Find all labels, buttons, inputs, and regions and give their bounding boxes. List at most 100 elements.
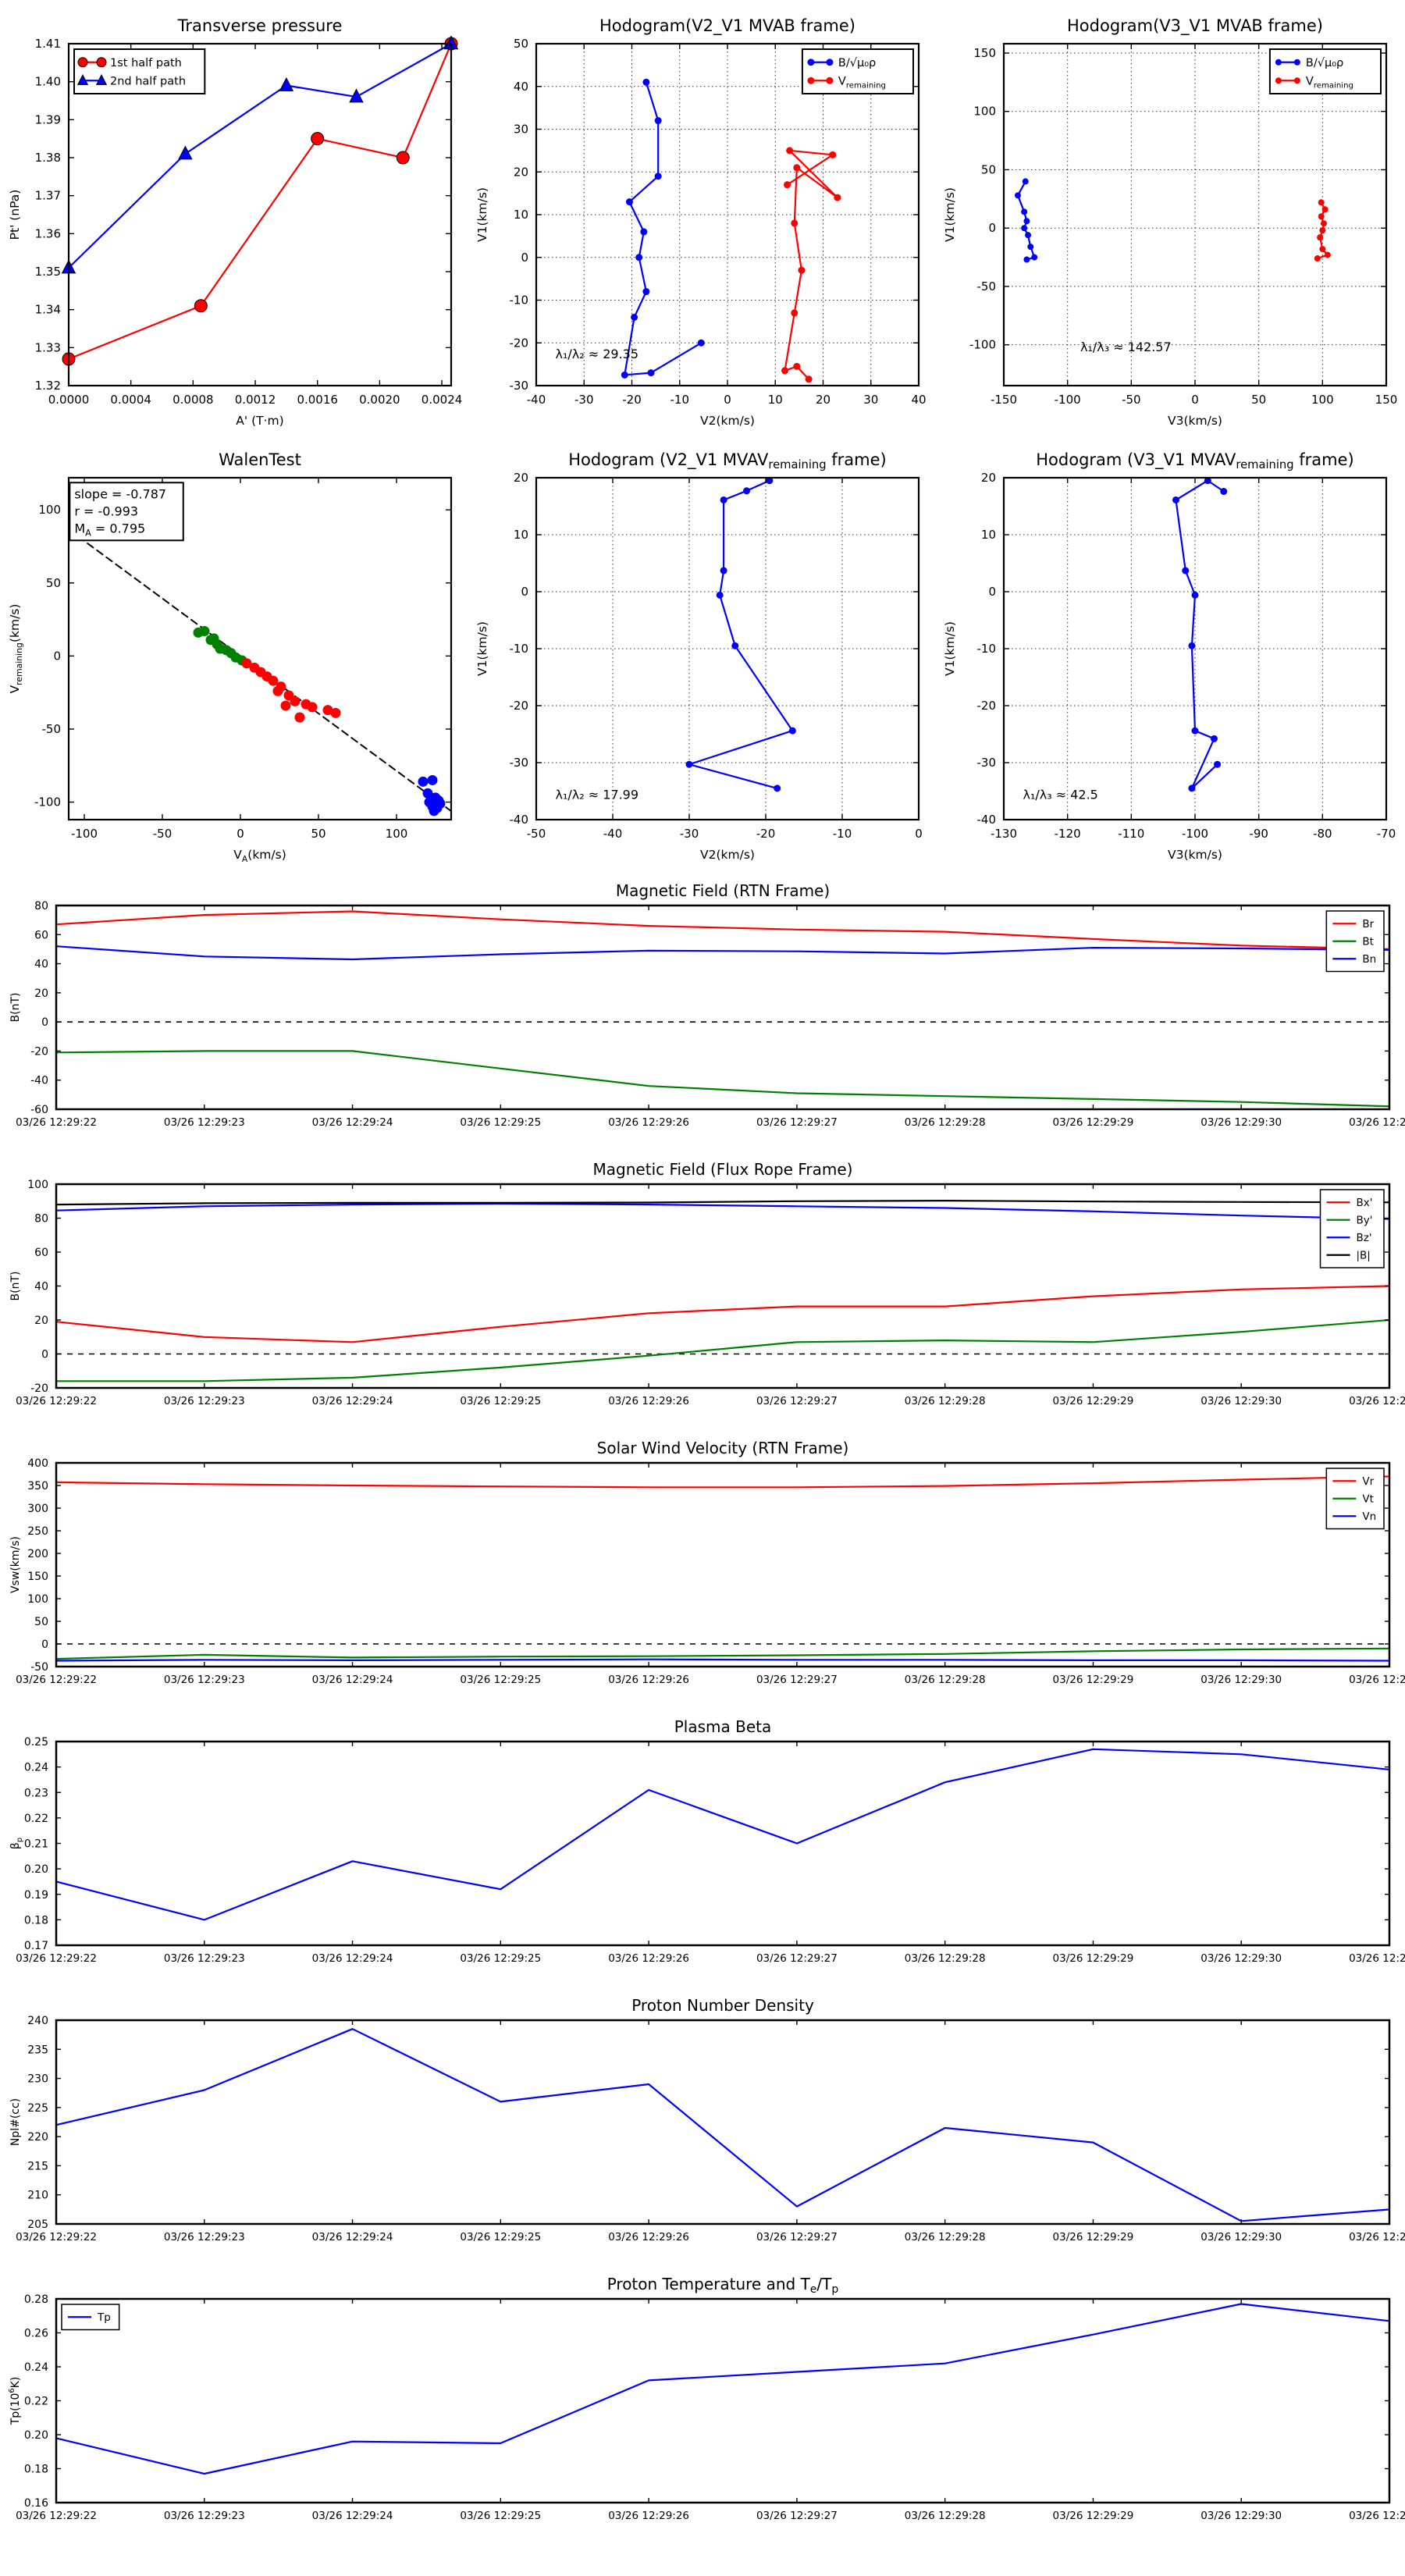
svg-text:-40: -40 xyxy=(510,813,529,827)
svg-text:03/26 12:29:30: 03/26 12:29:30 xyxy=(1200,2231,1282,2243)
svg-text:βp: βp xyxy=(9,1838,24,1849)
svg-text:03/26 12:29:27: 03/26 12:29:27 xyxy=(756,2231,838,2243)
svg-text:03/26 12:29:27: 03/26 12:29:27 xyxy=(756,2510,838,2522)
svg-text:20: 20 xyxy=(514,471,528,485)
svg-text:-90: -90 xyxy=(1249,827,1268,841)
svg-text:230: 230 xyxy=(27,2073,48,2086)
svg-text:235: 235 xyxy=(27,2044,48,2056)
svg-text:0.20: 0.20 xyxy=(24,1863,48,1876)
svg-text:Magnetic Field (RTN Frame): Magnetic Field (RTN Frame) xyxy=(616,881,830,900)
svg-text:B(nT): B(nT) xyxy=(9,1272,22,1301)
chart-plasma-beta: 03/26 12:29:22 03/26 12:29:23 03/26 12:29:… xyxy=(3,1710,1405,1983)
svg-text:-20: -20 xyxy=(30,1382,48,1395)
svg-text:Vsw(km/s): Vsw(km/s) xyxy=(9,1536,22,1593)
svg-text:03/26 12:29:24: 03/26 12:29:24 xyxy=(312,1952,393,1965)
svg-text:03/26 12:29:28: 03/26 12:29:28 xyxy=(905,2231,986,2243)
svg-text:0.0016: 0.0016 xyxy=(297,393,338,407)
svg-text:03/26 12:29:26: 03/26 12:29:26 xyxy=(608,1952,689,1965)
svg-text:Vremaining: Vremaining xyxy=(1306,75,1353,90)
svg-text:03/26 12:29:23: 03/26 12:29:23 xyxy=(164,1952,245,1965)
svg-text:80: 80 xyxy=(34,900,48,913)
svg-text:60: 60 xyxy=(34,1247,48,1259)
svg-text:100: 100 xyxy=(27,1179,48,1191)
svg-text:50: 50 xyxy=(514,37,528,51)
magnetic-field-flux-rope-svg: 03/26 12:29:22 03/26 12:29:23 03/26 12:29:… xyxy=(9,1160,1405,1407)
svg-text:250: 250 xyxy=(27,1525,48,1538)
svg-text:Bx': Bx' xyxy=(1357,1197,1373,1209)
svg-text:Hodogram(V3_V1 MVAB frame): Hodogram(V3_V1 MVAB frame) xyxy=(1067,16,1323,36)
chart-walen-test: -100 -50 0 50 100 -100 -50 0 50 100 WalenTest VA(km… xyxy=(3,440,467,868)
svg-text:-20: -20 xyxy=(756,827,776,841)
solar-wind-velocity-svg: 03/26 12:29:22 03/26 12:29:23 03/26 12:29:… xyxy=(9,1439,1405,1686)
svg-text:-100: -100 xyxy=(969,338,996,352)
proton-temperature-svg: 03/26 12:29:22 03/26 12:29:23 03/26 12:29:… xyxy=(8,2275,1405,2522)
svg-text:0.20: 0.20 xyxy=(24,2429,48,2442)
svg-text:03/26 12:29:26: 03/26 12:29:26 xyxy=(608,2231,689,2243)
svg-text:220: 220 xyxy=(27,2131,48,2144)
svg-text:03/26 12:29:29: 03/26 12:29:29 xyxy=(1053,1674,1134,1686)
svg-text:20: 20 xyxy=(34,1315,48,1327)
svg-text:-40: -40 xyxy=(30,1075,48,1087)
svg-text:1.33: 1.33 xyxy=(35,340,61,354)
svg-text:-20: -20 xyxy=(510,336,529,350)
chart-hodogram-v2v1-mvab: -40 -30 -20 -10 0 10 20 30 40 -30 -20 -10 0 10 20 30 40 5… xyxy=(471,6,934,434)
svg-text:03/26 12:29:22: 03/26 12:29:22 xyxy=(16,2510,97,2522)
svg-text:03/26 12:29:22: 03/26 12:29:22 xyxy=(16,2231,97,2243)
svg-text:-50: -50 xyxy=(30,1661,48,1674)
svg-text:1.34: 1.34 xyxy=(35,303,61,317)
svg-text:r = -0.993: r = -0.993 xyxy=(74,503,138,518)
svg-text:V2(km/s): V2(km/s) xyxy=(700,414,755,428)
svg-text:-150: -150 xyxy=(991,393,1017,407)
svg-text:20: 20 xyxy=(816,393,831,407)
svg-text:03/26 12:29:24: 03/26 12:29:24 xyxy=(312,2510,393,2522)
svg-text:0: 0 xyxy=(724,393,731,407)
svg-text:30: 30 xyxy=(863,393,878,407)
svg-text:Hodogram (V3_V1 MVAVremaining: Hodogram (V3_V1 MVAVremaining frame) xyxy=(1036,450,1353,471)
svg-text:03/26 12:29:27: 03/26 12:29:27 xyxy=(756,1952,838,1965)
hodogram-v2v1-mvab-svg: -40 -30 -20 -10 0 10 20 30 40-30-20-100102030405… xyxy=(475,16,927,428)
chart-hodogram-v3v1-mvab: -150 -100 -50 0 50 100 150 -100 -50 0 50 100 150 Hodo… xyxy=(938,6,1402,434)
svg-text:-30: -30 xyxy=(977,756,997,770)
svg-text:1.38: 1.38 xyxy=(35,151,61,165)
svg-text:-100: -100 xyxy=(1182,827,1208,841)
svg-text:A' (T·m): A' (T·m) xyxy=(236,414,283,428)
svg-text:100: 100 xyxy=(38,503,61,517)
svg-text:30: 30 xyxy=(514,123,528,137)
svg-text:-10: -10 xyxy=(670,393,690,407)
svg-text:40: 40 xyxy=(514,80,528,94)
svg-text:0.18: 0.18 xyxy=(24,2464,48,2476)
svg-text:80: 80 xyxy=(34,1213,48,1226)
svg-text:V2(km/s): V2(km/s) xyxy=(700,848,755,862)
svg-text:Bn: Bn xyxy=(1362,953,1376,966)
chart-hodogram-v3v1-mvav: -130 -120 -110 -100 -90 -80 -70 -40 -30 -20 -10 0 10… xyxy=(938,440,1402,868)
svg-text:-30: -30 xyxy=(510,379,529,393)
svg-text:Bz': Bz' xyxy=(1357,1232,1372,1244)
magnetic-field-rtn-svg: 03/26 12:29:22 03/26 12:29:23 03/26 12:29:… xyxy=(9,881,1405,1129)
svg-text:-50: -50 xyxy=(42,722,62,736)
chart-hodogram-v2v1-mvav: -50 -40 -30 -20 -10 0 -40 -30 -20 -10 0 10 20 Hodogra… xyxy=(471,440,934,868)
svg-text:-30: -30 xyxy=(510,756,529,770)
svg-text:-70: -70 xyxy=(1377,827,1396,841)
svg-text:MA = 0.795: MA = 0.795 xyxy=(74,521,145,538)
svg-text:0: 0 xyxy=(521,251,528,265)
svg-text:03/26 12:29:28: 03/26 12:29:28 xyxy=(905,1395,986,1407)
svg-text:-10: -10 xyxy=(510,642,529,656)
hodogram-v3v1-mvav-svg: -130 -120 -110 -100 -90 -80 -70-40-30-20-10010… xyxy=(943,450,1396,862)
svg-text:λ₁/λ₃ ≈ 142.57: λ₁/λ₃ ≈ 142.57 xyxy=(1080,340,1172,354)
svg-text:03/26 12:29:25: 03/26 12:29:25 xyxy=(460,1395,541,1407)
svg-text:V3(km/s): V3(km/s) xyxy=(1168,414,1222,428)
svg-text:03/26 12:29:24: 03/26 12:29:24 xyxy=(312,1395,393,1407)
svg-text:λ₁/λ₃ ≈ 42.5: λ₁/λ₃ ≈ 42.5 xyxy=(1023,788,1098,802)
svg-text:0.18: 0.18 xyxy=(24,1914,48,1927)
svg-text:2nd half path: 2nd half path xyxy=(110,75,186,87)
svg-text:03/26 12:29:23: 03/26 12:29:23 xyxy=(164,1116,245,1129)
svg-text:40: 40 xyxy=(34,1281,48,1293)
svg-text:Proton Number Density: Proton Number Density xyxy=(631,1996,814,2015)
svg-text:-80: -80 xyxy=(1313,827,1332,841)
svg-text:-100: -100 xyxy=(71,827,98,841)
svg-text:03/26 12:29:31: 03/26 12:29:31 xyxy=(1349,2231,1405,2243)
svg-text:0.0000: 0.0000 xyxy=(48,393,90,407)
svg-text:Vremaining(km/s): Vremaining(km/s) xyxy=(8,604,24,694)
svg-text:0.23: 0.23 xyxy=(24,1787,48,1799)
svg-text:Br: Br xyxy=(1362,918,1374,930)
